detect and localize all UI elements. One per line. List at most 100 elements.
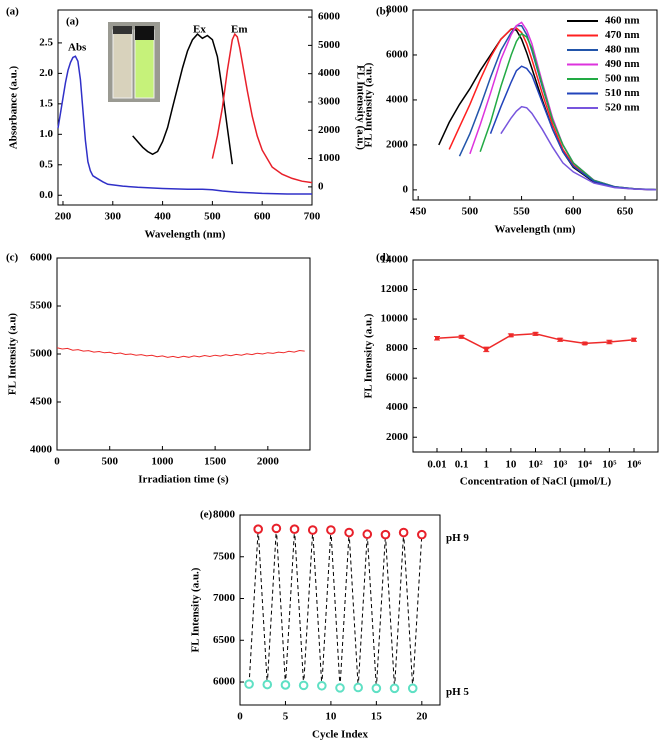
x-tick-label: 15 [371,711,383,723]
x-axis-label: Wavelength (nm) [145,229,226,241]
y-tick-label: 0 [403,183,409,195]
y-axis-label: Absorbance (a.u.) [8,65,20,149]
marker [371,683,382,694]
connector [275,528,286,685]
x-tick-label: 10⁶ [627,459,642,471]
panel-label: (c) [6,252,19,264]
plot-frame [412,9,658,201]
marker [253,524,263,534]
y2-axis-label: FL Intensity (a.u.) [354,65,366,150]
connector [284,529,296,685]
panel-label: (e) [200,509,213,521]
marker [317,680,327,691]
connector [294,529,305,686]
marker [335,683,345,693]
x-axis-label: Wavelength (nm) [495,224,576,236]
y-tick-label: 4000 [386,93,409,105]
y-axis-label: FL Intensity (a.u.) [363,62,375,147]
y-tick-label: 10000 [381,313,409,325]
y-tick-label: 1.0 [39,128,53,140]
x-tick-label: 200 [55,211,72,223]
x-tick-label: 500 [101,456,118,468]
y-tick-label: 8000 [213,509,236,521]
y2-tick-label: 5000 [318,39,341,51]
plot-frame [412,259,659,453]
series-label: pH 5 [446,686,469,698]
marker [262,679,273,690]
marker [459,334,464,339]
x-tick-label: 10² [528,459,543,471]
data-line [211,32,313,184]
marker [353,682,363,693]
x-tick-label: 10 [325,711,337,723]
y-axis-label: FL Intensity (a.u) [7,313,19,396]
marker [398,527,409,538]
data-line [57,55,312,195]
inset-photo [108,22,160,102]
y2-tick-label: 6000 [318,11,341,23]
y-tick-label: 14000 [381,254,409,266]
inner-label: (a) [66,16,79,28]
y-tick-label: 6000 [30,252,53,264]
x-axis-label: Concentration of NaCl (µmol/L) [460,476,612,488]
y-tick-label: 7500 [213,550,236,562]
marker [271,523,282,534]
plot-frame [57,9,313,206]
y-tick-label: 12000 [381,283,409,295]
x-tick-label: 600 [254,211,271,223]
y2-tick-label: 2000 [318,124,341,136]
y-tick-label: 6500 [213,634,236,646]
connector [348,532,359,688]
marker [289,524,300,534]
x-tick-label: 1000 [151,456,174,468]
connector [321,530,332,686]
legend-label: 520 nm [605,102,640,114]
x-tick-label: 2000 [257,456,280,468]
panel-label: (a) [6,6,19,18]
x-axis-label: Cycle Index [312,729,368,741]
plot-frame [56,257,311,451]
x-tick-label: 10⁵ [602,459,617,471]
data-line [500,105,657,191]
x-tick-label: 700 [304,211,321,223]
y-tick-label: 4500 [30,396,53,408]
marker [435,336,439,341]
y-axis-label: FL Intensity (a.u.) [190,567,202,652]
marker [582,341,587,346]
marker [244,679,254,689]
marker [298,680,309,691]
marker [484,347,489,352]
marker [389,683,400,694]
marker [533,331,538,336]
legend-label: 470 nm [605,29,640,41]
marker [632,337,636,342]
connector [366,534,377,689]
y-tick-label: 7000 [213,592,236,604]
marker [407,683,418,694]
y-tick-label: 2000 [386,138,409,150]
y-tick-label: 1.5 [39,97,53,109]
data-line [436,333,635,351]
legend-label: 480 nm [605,44,640,56]
connector [394,532,405,689]
marker [362,529,373,540]
series-label: pH 9 [446,532,469,544]
marker [558,337,563,342]
x-tick-label: 300 [105,211,122,223]
x-tick-label: 1500 [204,456,227,468]
y-tick-label: 0.0 [39,189,53,201]
y-tick-label: 5500 [30,300,53,312]
x-tick-label: 0 [237,711,243,723]
y-tick-label: 8000 [386,4,409,16]
marker [280,680,291,690]
marker [607,339,612,344]
connector [330,530,341,688]
marker [380,529,391,540]
x-tick-label: 0.01 [427,459,446,471]
y2-tick-label: 0 [318,180,324,192]
connector [312,530,323,686]
connector [412,534,423,689]
x-tick-label: 0.1 [455,459,469,471]
connector [339,532,350,688]
x-tick-label: 550 [513,206,530,218]
